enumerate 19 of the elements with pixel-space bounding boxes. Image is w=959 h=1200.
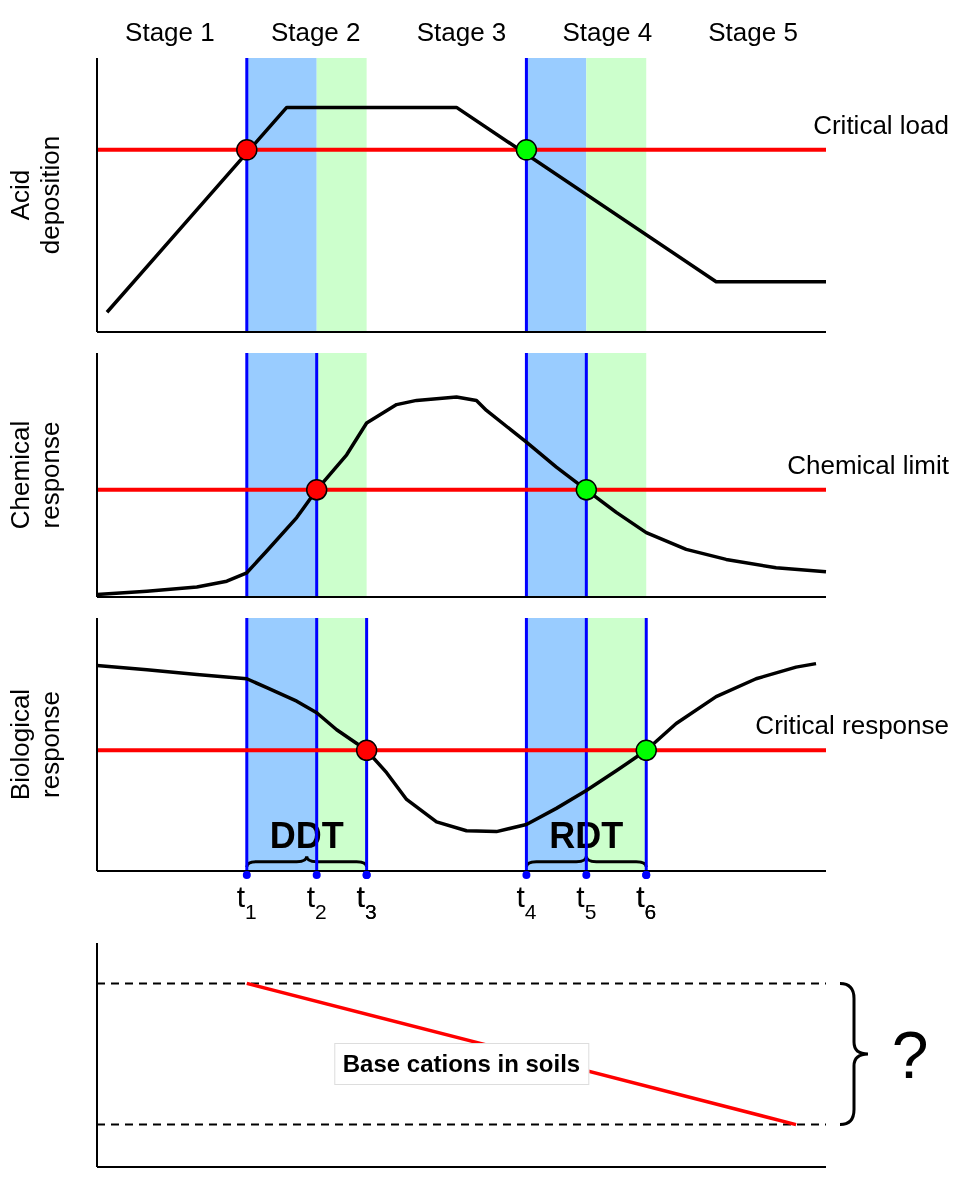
- y-axis-title: Biological response: [5, 688, 65, 801]
- annotation: Base cations in soils: [333, 1042, 590, 1085]
- y-axis-title: Acid deposition: [5, 135, 65, 255]
- text: Stage 3: [416, 17, 507, 48]
- ref-line-label: Critical load: [813, 109, 949, 140]
- x-tick-label: t$_{2}$: [306, 880, 327, 923]
- x-tick-label: t$_{1}$: [236, 880, 257, 923]
- y-axis-title: Chemical response: [5, 420, 65, 530]
- text: Stage 2: [270, 17, 361, 48]
- x-tick-label: t$_{6}$: [636, 880, 657, 923]
- text: ?: [891, 1017, 929, 1092]
- text: Stage 5: [708, 17, 798, 48]
- x-tick-label: t$_{4}$: [516, 880, 537, 923]
- x-tick-label: t$_{3}$: [356, 880, 377, 923]
- x-tick-label: t$_{5}$: [576, 880, 597, 923]
- text: Stage 1: [125, 17, 215, 48]
- text: Stage 4: [562, 17, 653, 48]
- ref-line-label: Chemical limit: [787, 449, 950, 480]
- ref-line-label: Critical response: [755, 710, 949, 741]
